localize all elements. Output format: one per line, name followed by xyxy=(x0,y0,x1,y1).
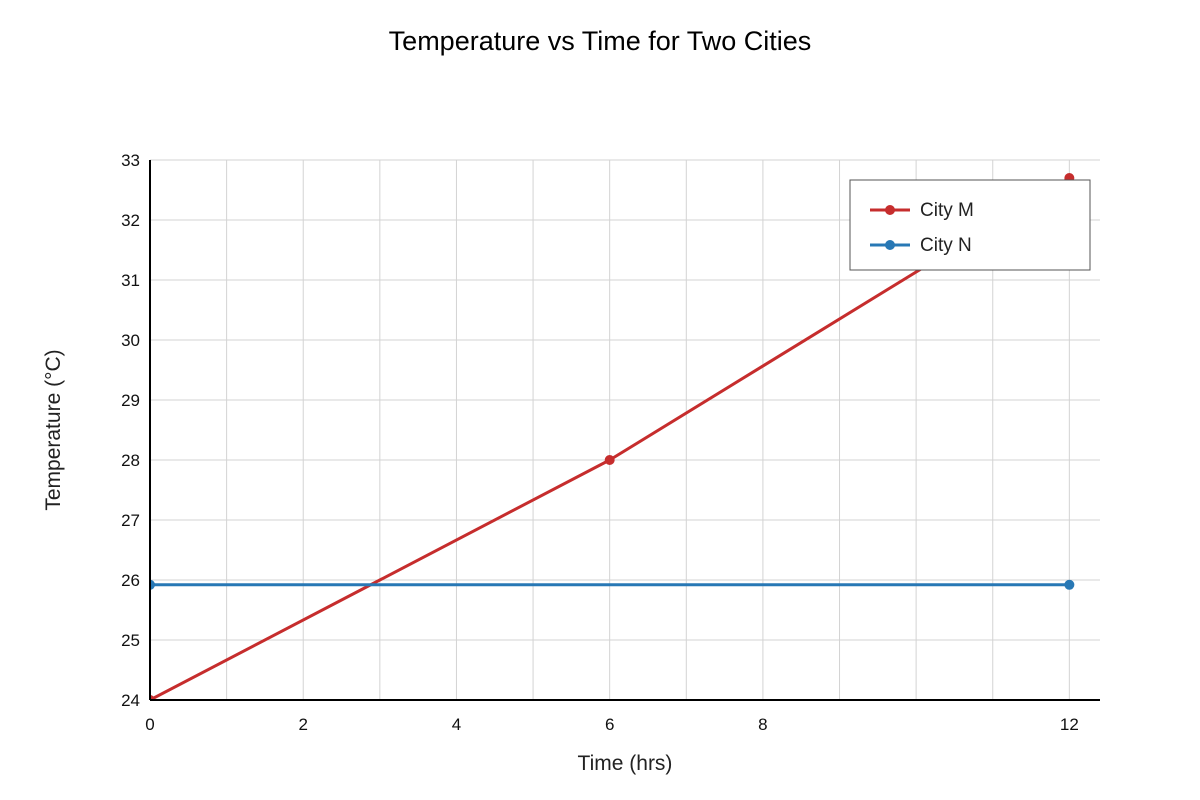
y-tick-label: 24 xyxy=(121,691,140,710)
y-tick-label: 31 xyxy=(121,271,140,290)
legend-label-city-m: City M xyxy=(920,200,974,221)
legend-box xyxy=(849,179,1091,271)
x-tick-label: 0 xyxy=(145,715,154,734)
data-point-city-m xyxy=(604,455,615,465)
legend-marker-city-n xyxy=(885,240,895,250)
x-tick-label: 6 xyxy=(605,715,614,734)
x-tick-label: 8 xyxy=(758,715,767,734)
legend-marker-city-m xyxy=(885,205,895,215)
x-axis-label: Time (hrs) xyxy=(578,752,673,775)
legend-label-city-n: City N xyxy=(920,235,972,256)
x-tick-label: 4 xyxy=(452,715,461,734)
y-tick-label: 33 xyxy=(121,151,140,170)
y-tick-label: 26 xyxy=(121,571,140,590)
data-point-city-m xyxy=(150,695,155,700)
y-tick-label: 25 xyxy=(121,631,140,650)
y-tick-label: 28 xyxy=(121,451,140,470)
axes xyxy=(149,160,1100,701)
chart-title: Temperature vs Time for Two Cities xyxy=(389,26,812,56)
y-axis-label: Temperature (°C) xyxy=(42,349,65,510)
y-tick-label: 30 xyxy=(121,331,140,350)
y-tick-label: 27 xyxy=(121,511,140,530)
data-point-city-n xyxy=(1064,579,1075,590)
data-point-city-n xyxy=(150,579,155,590)
y-tick-label: 29 xyxy=(121,391,140,410)
legend: City M City N xyxy=(849,179,1091,271)
x-tick-label: 12 xyxy=(1060,715,1079,734)
y-tick-label: 32 xyxy=(121,211,140,230)
x-tick-label: 2 xyxy=(298,715,307,734)
series-layer xyxy=(150,173,1075,700)
